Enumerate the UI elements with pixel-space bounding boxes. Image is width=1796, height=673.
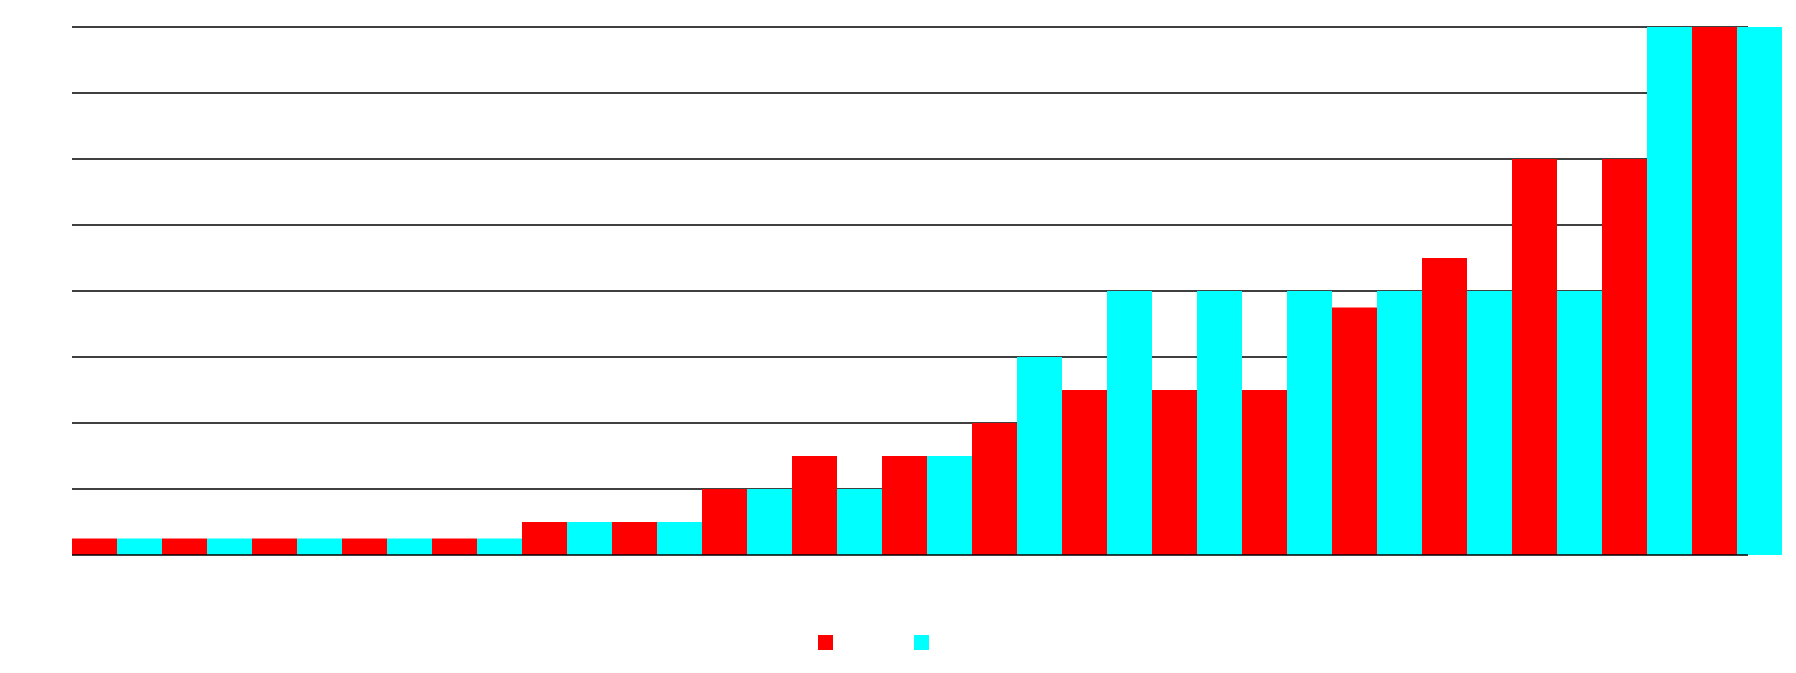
bar-series-2: [1287, 291, 1332, 555]
bar-series-1: [522, 522, 567, 555]
bar-series-2: [837, 489, 882, 555]
legend-swatch-2: [914, 635, 929, 650]
bar-series-1: [1692, 27, 1737, 555]
bar-series-1: [1332, 307, 1377, 555]
bar-series-1: [342, 538, 387, 555]
bar-series-2: [1467, 291, 1512, 555]
bar-series-1: [612, 522, 657, 555]
bar-series-1: [162, 538, 207, 555]
bar-series-2: [117, 538, 162, 555]
bar-series-2: [297, 538, 342, 555]
gridlines: [72, 26, 1748, 490]
bar-series-2: [567, 522, 612, 555]
bar-series-1: [702, 489, 747, 555]
bar-series-2: [1377, 291, 1422, 555]
bars: [72, 27, 1782, 555]
bar-series-1: [1152, 390, 1197, 555]
legend-swatch-1: [818, 635, 833, 650]
bar-series-2: [387, 538, 432, 555]
bar-series-1: [972, 423, 1017, 555]
bar-series-1: [1422, 258, 1467, 555]
bar-series-2: [477, 538, 522, 555]
bar-series-1: [252, 538, 297, 555]
bar-series-2: [747, 489, 792, 555]
bar-series-1: [1602, 159, 1647, 555]
bar-series-2: [1197, 291, 1242, 555]
bar-series-2: [657, 522, 702, 555]
bar-series-2: [1737, 27, 1782, 555]
bar-series-1: [882, 456, 927, 555]
bar-series-1: [1062, 390, 1107, 555]
bar-series-2: [1017, 357, 1062, 555]
bar-series-1: [1242, 390, 1287, 555]
bar-series-1: [72, 538, 117, 555]
bar-series-2: [1647, 27, 1692, 555]
bar-series-2: [207, 538, 252, 555]
bar-series-1: [432, 538, 477, 555]
bar-series-2: [1107, 291, 1152, 555]
legend: [818, 635, 929, 650]
bar-series-2: [927, 456, 972, 555]
bar-series-1: [1512, 159, 1557, 555]
bar-series-2: [1557, 291, 1602, 555]
bar-series-1: [792, 456, 837, 555]
